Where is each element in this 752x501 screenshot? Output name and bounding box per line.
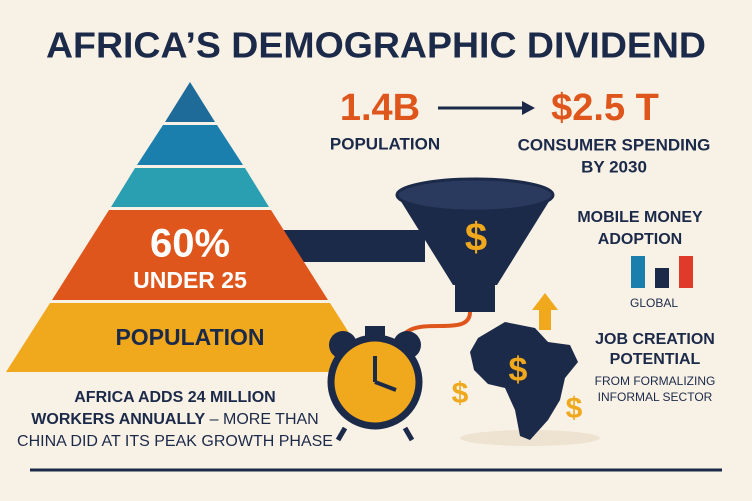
mobile-money-title: ADOPTION bbox=[598, 231, 682, 248]
title: AFRICA’S DEMOGRAPHIC DIVIDEND bbox=[46, 25, 706, 66]
jobs-title: POTENTIAL bbox=[610, 351, 701, 368]
funnel-cone bbox=[397, 195, 553, 285]
africa-map bbox=[470, 322, 578, 440]
spending-label: BY 2030 bbox=[581, 157, 647, 176]
up-arrow bbox=[532, 293, 558, 330]
dollar-icon: $ bbox=[566, 392, 583, 425]
clock-leg bbox=[335, 426, 348, 442]
footer-line: CHINA DID AT ITS PEAK GROWTH PHASE bbox=[17, 433, 333, 450]
jobs-title: JOB CREATION bbox=[595, 331, 715, 348]
population-value: 1.4B bbox=[340, 87, 420, 129]
pyramid-base-label: POPULATION bbox=[115, 324, 264, 350]
clock-knob bbox=[365, 326, 385, 336]
spending-label: CONSUMER SPENDING bbox=[518, 135, 711, 154]
icon-bar bbox=[679, 256, 693, 288]
clock-leg bbox=[402, 426, 415, 442]
pyramid-layer bbox=[111, 168, 269, 207]
mobile-money-caption: GLOBAL bbox=[630, 296, 678, 310]
footer-line: AFRICA ADDS 24 MILLION bbox=[74, 389, 275, 406]
icon-bar bbox=[655, 268, 669, 288]
icon-bar bbox=[631, 256, 645, 288]
funnel-stem bbox=[455, 280, 495, 312]
pyramid-stat: 60% bbox=[150, 222, 230, 266]
pyramid-layer bbox=[165, 82, 215, 122]
pyramid-layer bbox=[137, 125, 243, 165]
pyramid-layer bbox=[52, 210, 328, 300]
funnel-top bbox=[395, 177, 555, 213]
spending-value: $2.5 T bbox=[551, 87, 659, 129]
dollar-icon: $ bbox=[509, 351, 528, 389]
footer-bold: WORKERS ANNUALLY bbox=[31, 411, 205, 428]
dollar-icon: $ bbox=[465, 216, 487, 260]
arrow-head bbox=[522, 101, 535, 115]
clock bbox=[327, 326, 423, 442]
jobs-subtitle: INFORMAL SECTOR bbox=[598, 390, 713, 404]
dollar-icon: $ bbox=[452, 377, 469, 410]
footer-line: WORKERS ANNUALLY – MORE THAN bbox=[31, 411, 318, 428]
mobile-money-title: MOBILE MONEY bbox=[577, 209, 703, 226]
clock-hand bbox=[374, 380, 397, 392]
population-label: POPULATION bbox=[330, 134, 440, 153]
pyramid-layer bbox=[6, 303, 374, 372]
pyramid-stat-label: UNDER 25 bbox=[133, 267, 247, 293]
jobs-subtitle: FROM FORMALIZING bbox=[595, 374, 716, 388]
pyramid bbox=[6, 82, 374, 372]
footer-rest: – MORE THAN bbox=[205, 411, 319, 428]
funnel bbox=[395, 177, 555, 312]
